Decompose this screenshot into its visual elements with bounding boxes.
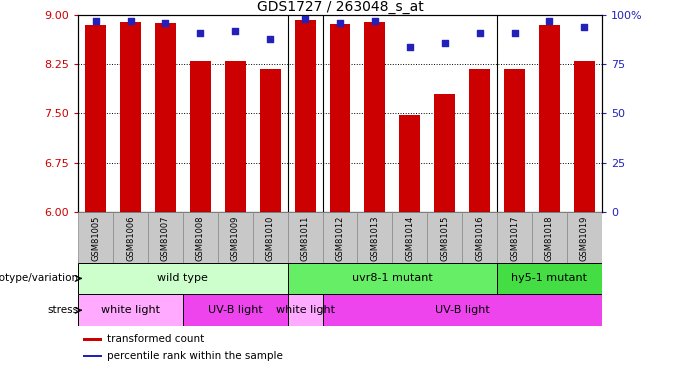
Bar [294,20,316,212]
Bar [504,69,525,212]
Bar [539,25,560,212]
Text: GSM81015: GSM81015 [440,215,449,261]
Text: wild type: wild type [158,273,208,284]
Text: genotype/variation: genotype/variation [0,273,78,284]
Bar [218,212,253,262]
Bar [322,212,358,262]
Point [125,18,136,24]
Point [90,18,101,24]
Text: UV-B light: UV-B light [208,305,262,315]
Point [335,20,345,26]
Text: white light: white light [275,305,335,315]
Text: GSM81013: GSM81013 [371,215,379,261]
Title: GDS1727 / 263048_s_at: GDS1727 / 263048_s_at [256,0,424,14]
Bar [567,212,602,262]
Bar [435,94,455,212]
Bar [225,61,245,212]
Point [544,18,555,24]
Bar [322,294,602,326]
Bar [190,61,211,212]
Text: GSM81007: GSM81007 [161,215,170,261]
Text: uvr8-1 mutant: uvr8-1 mutant [352,273,432,284]
Point [405,44,415,50]
Text: GSM81014: GSM81014 [405,215,414,261]
Bar [364,21,386,212]
Text: transformed count: transformed count [107,334,204,344]
Bar [78,262,288,294]
Bar [399,115,420,212]
Text: GSM81017: GSM81017 [510,215,519,261]
Point [579,24,590,30]
Bar [155,23,176,212]
Bar [84,355,102,357]
Bar [427,212,462,262]
Bar [253,212,288,262]
Point [265,36,275,42]
Text: GSM81019: GSM81019 [580,215,589,261]
Bar [84,338,102,340]
Text: GSM81018: GSM81018 [545,215,554,261]
Point [439,40,450,46]
Point [230,28,241,34]
Bar [330,24,350,212]
Bar [288,294,322,326]
Text: GSM81005: GSM81005 [91,215,100,261]
Bar [183,294,288,326]
Text: UV-B light: UV-B light [435,305,490,315]
Text: percentile rank within the sample: percentile rank within the sample [107,351,283,361]
Text: hy5-1 mutant: hy5-1 mutant [511,273,588,284]
Text: GSM81008: GSM81008 [196,215,205,261]
Point [195,30,206,36]
Text: GSM81012: GSM81012 [335,215,345,261]
Bar [574,61,595,212]
Bar [469,69,490,212]
Point [509,30,520,36]
Text: GSM81016: GSM81016 [475,215,484,261]
Bar [462,212,497,262]
Text: GSM81009: GSM81009 [231,215,240,261]
Text: GSM81010: GSM81010 [266,215,275,261]
Bar [183,212,218,262]
Bar [392,212,427,262]
Bar [78,212,113,262]
Point [474,30,485,36]
Bar [120,21,141,212]
Point [369,18,380,24]
Bar [148,212,183,262]
Bar [288,262,497,294]
Bar [358,212,392,262]
Bar [78,294,183,326]
Point [300,16,311,22]
Bar [85,25,106,212]
Text: stress: stress [47,305,78,315]
Bar [497,262,602,294]
Text: white light: white light [101,305,160,315]
Bar [260,69,281,212]
Bar [288,212,322,262]
Point [160,20,171,26]
Bar [532,212,567,262]
Bar [113,212,148,262]
Text: GSM81011: GSM81011 [301,215,309,261]
Text: GSM81006: GSM81006 [126,215,135,261]
Bar [497,212,532,262]
